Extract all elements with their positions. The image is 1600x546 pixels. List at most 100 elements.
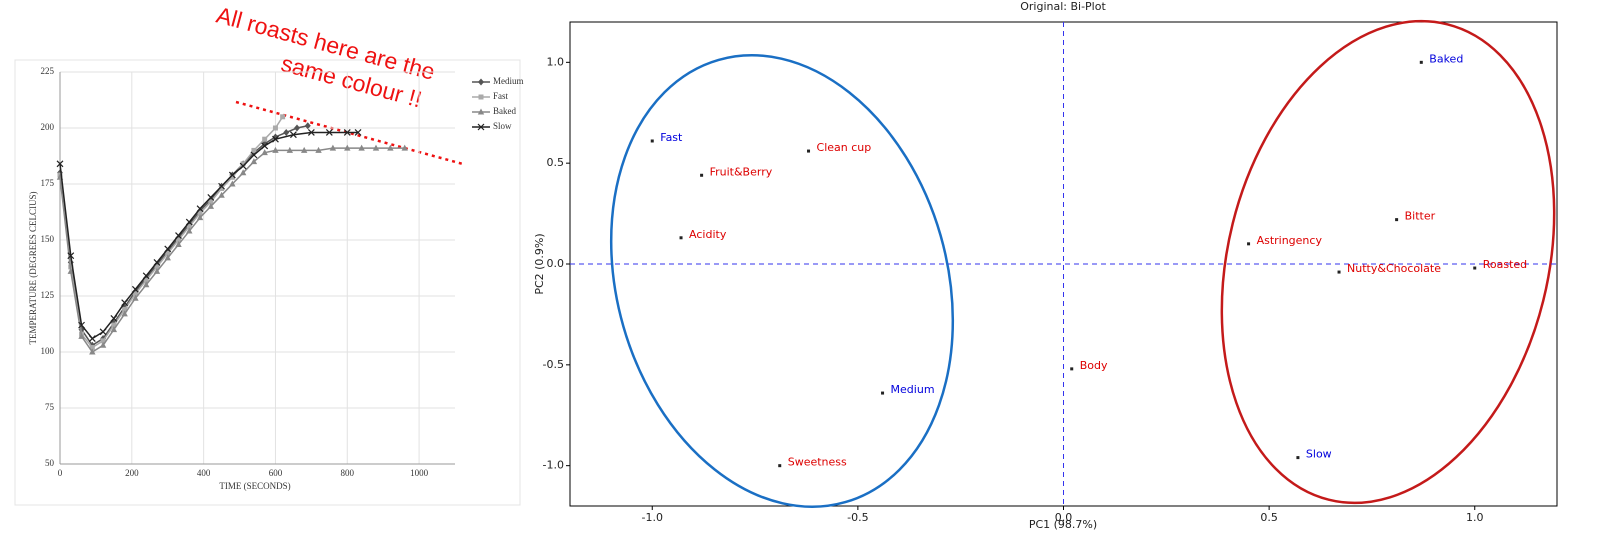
point-label: Bitter: [1405, 210, 1436, 223]
y-tick-label: 0.5: [547, 156, 565, 169]
marker: [344, 144, 351, 151]
x-tick-label: 0.5: [1260, 511, 1278, 524]
series: [56, 129, 362, 342]
marker: [132, 294, 139, 301]
y-tick-label: 125: [41, 290, 55, 300]
marker: [153, 258, 161, 266]
legend-label: Baked: [493, 106, 516, 116]
y-tick-label: 75: [45, 402, 55, 412]
marker: [196, 205, 204, 213]
point-label: Clean cup: [817, 141, 872, 154]
marker: [154, 264, 160, 270]
marker: [250, 151, 258, 159]
marker: [478, 94, 484, 100]
point-label: Acidity: [689, 228, 727, 241]
marker: [286, 146, 294, 153]
marker: [289, 131, 297, 139]
point: [1395, 218, 1399, 222]
marker: [111, 322, 117, 328]
marker: [186, 224, 192, 230]
marker: [207, 202, 215, 209]
point-label: Astringency: [1257, 234, 1323, 247]
marker: [110, 314, 118, 322]
marker: [142, 281, 150, 288]
point: [1473, 266, 1477, 270]
x-tick-label: 400: [197, 468, 211, 478]
point-label: Fast: [660, 131, 683, 144]
marker: [153, 267, 161, 274]
point: [700, 173, 704, 177]
marker: [477, 123, 485, 131]
marker: [387, 144, 394, 151]
marker: [261, 149, 268, 156]
marker: [67, 252, 75, 260]
marker: [240, 161, 246, 167]
marker: [175, 232, 182, 239]
marker: [262, 136, 268, 142]
marker: [283, 128, 290, 136]
marker: [143, 277, 149, 283]
marker: [197, 210, 203, 216]
line: [59, 125, 308, 347]
marker: [122, 306, 128, 312]
x-tick-label: 1.0: [1466, 511, 1484, 524]
annotation-line-dotted: [235, 100, 464, 166]
y-axis-label: PC2 (0.9%): [533, 233, 546, 294]
marker: [300, 146, 308, 153]
cluster-ellipse: [1220, 19, 1556, 505]
point: [1337, 270, 1341, 274]
y-tick-label: 150: [41, 234, 55, 244]
y-tick-label: 0.0: [547, 257, 565, 270]
point-label: Nutty&Chocolate: [1347, 262, 1441, 275]
marker: [132, 291, 138, 297]
marker: [272, 135, 279, 143]
marker: [315, 146, 322, 153]
marker: [239, 162, 247, 170]
x-tick-label: -0.5: [847, 511, 868, 524]
point: [1247, 242, 1251, 246]
marker: [110, 326, 118, 333]
point: [778, 464, 782, 468]
left-panel-border: [14, 59, 521, 506]
marker: [307, 129, 315, 136]
marker: [229, 174, 235, 180]
y-tick-label: -0.5: [543, 358, 564, 371]
series: [56, 144, 408, 355]
line: [59, 147, 405, 354]
marker: [67, 267, 74, 274]
marker: [229, 180, 236, 187]
marker: [325, 129, 333, 136]
marker: [142, 272, 150, 280]
marker: [196, 214, 204, 221]
marker: [329, 144, 337, 151]
marker: [89, 345, 95, 351]
marker: [176, 237, 181, 243]
point-label: Roasted: [1483, 258, 1527, 271]
marker: [131, 285, 139, 293]
point: [1419, 60, 1423, 64]
legend-label: Medium: [493, 76, 524, 86]
marker: [89, 348, 96, 355]
x-tick-label: 800: [341, 468, 355, 478]
line: [59, 116, 284, 349]
marker: [218, 191, 225, 198]
point: [881, 391, 885, 395]
marker: [99, 341, 107, 348]
y-axis-label: TEMPERATURE (DEGREES CELCIUS): [28, 191, 38, 344]
x-tick-label: 0: [58, 468, 63, 478]
point: [1296, 456, 1300, 460]
chart-title: Original: Bi-Plot: [1020, 0, 1106, 13]
marker: [186, 227, 193, 234]
y-tick-label: -1.0: [543, 459, 564, 472]
annotation: All roasts here are the same colour !!: [214, 2, 438, 113]
marker: [294, 124, 300, 132]
legend-label: Fast: [493, 91, 509, 101]
point-label: Sweetness: [788, 456, 847, 469]
marker: [100, 338, 106, 344]
marker: [272, 125, 278, 131]
marker: [121, 310, 128, 317]
marker: [343, 129, 351, 136]
y-tick-label: 50: [45, 458, 55, 468]
marker: [99, 328, 107, 336]
